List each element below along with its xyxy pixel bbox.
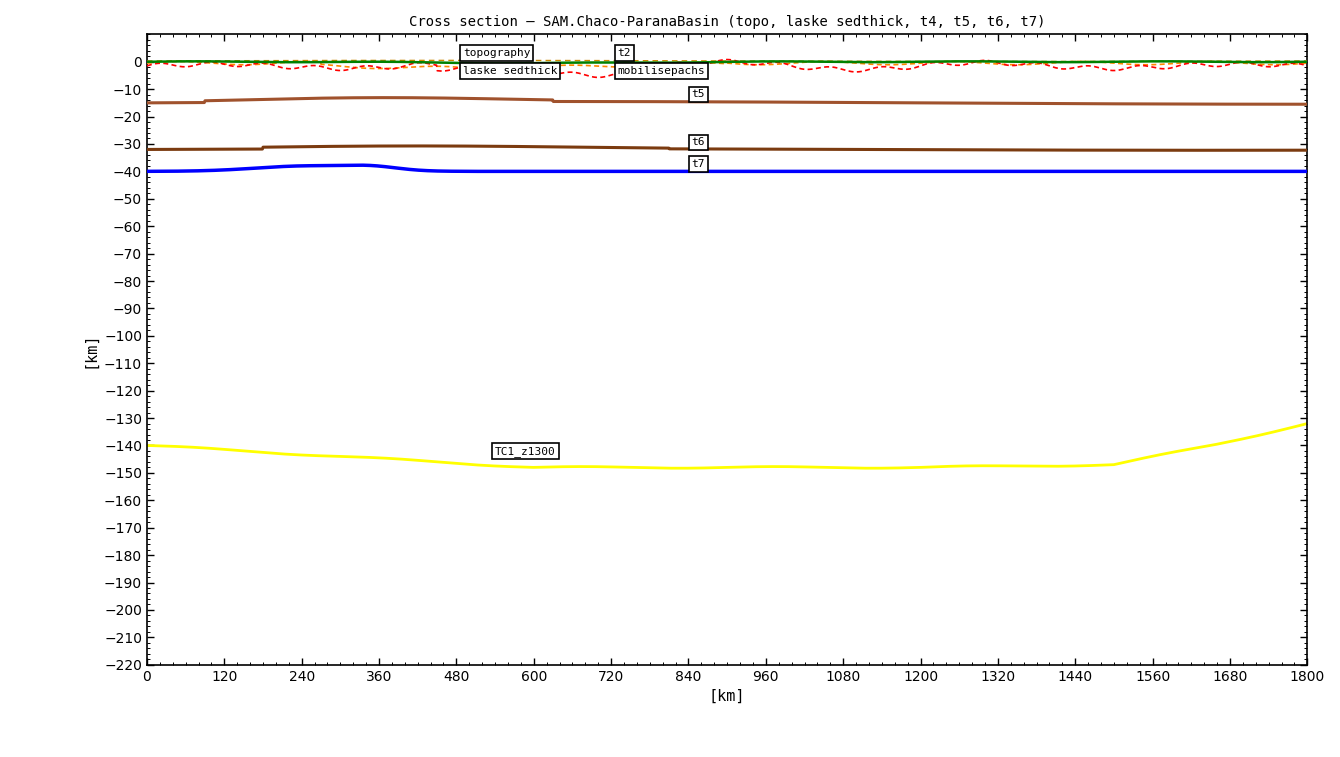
Y-axis label: [km]: [km]: [82, 332, 96, 368]
Text: t2: t2: [618, 48, 631, 58]
Text: mobilisepachs: mobilisepachs: [618, 66, 705, 76]
Text: t6: t6: [691, 137, 705, 148]
Text: topography: topography: [462, 48, 531, 58]
Text: laske sedthick: laske sedthick: [462, 66, 557, 76]
Text: TC1_z1300: TC1_z1300: [494, 446, 556, 456]
X-axis label: [km]: [km]: [709, 689, 745, 704]
Text: t5: t5: [691, 89, 705, 99]
Title: Cross section – SAM.Chaco-ParanaBasin (topo, laske sedthick, t4, t5, t6, t7): Cross section – SAM.Chaco-ParanaBasin (t…: [409, 15, 1045, 29]
Text: t7: t7: [691, 159, 705, 170]
